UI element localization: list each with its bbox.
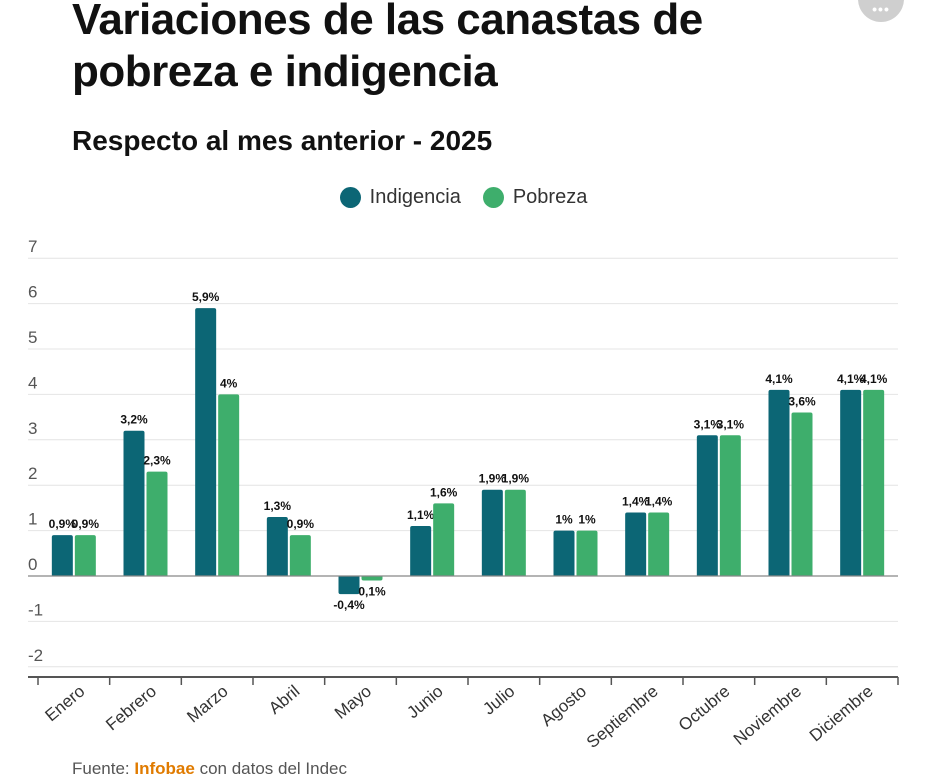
bar-chart: 76543210-1-20,9%0,9%Enero3,2%2,3%Febrero… [28,237,899,752]
data-label-pobreza: 4% [220,376,238,390]
x-tick-label: Mayo [331,682,375,723]
x-tick-label: Julio [479,682,518,719]
data-label-pobreza: 1,6% [430,485,458,499]
y-tick-label: 2 [28,464,37,483]
legend-label-pobreza: Pobreza [512,185,588,208]
bar-indigencia [768,389,790,576]
data-label-indigencia: 5,9% [192,290,220,304]
bar-indigencia [696,435,718,576]
data-label-pobreza: 4,1% [860,372,888,386]
bar-indigencia [840,389,862,576]
data-label-pobreza: 3,6% [788,395,816,409]
legend-label-indigencia: Indigencia [369,185,461,208]
bar-pobreza [504,489,526,576]
x-tick-label: Diciembre [806,682,877,746]
data-label-pobreza: 3,1% [717,417,745,431]
data-label-pobreza: 1% [578,513,596,527]
data-label-indigencia: 1,9% [479,472,507,486]
bar-pobreza [218,394,240,576]
legend-item-pobreza[interactable]: Pobreza [482,185,588,209]
bar-indigencia [481,489,503,576]
bar-pobreza [146,471,168,576]
bar-pobreza [576,530,598,576]
y-tick-label: -2 [28,646,43,665]
data-label-indigencia: 4,1% [765,372,793,386]
bar-pobreza [791,412,813,576]
y-tick-label: 3 [28,419,37,438]
x-tick-label: Noviembre [730,682,805,749]
data-label-indigencia: 1,1% [407,508,435,522]
footer-prefix: Fuente: [72,759,130,778]
more-dots-icon: ••• [872,1,890,17]
legend-item-indigencia[interactable]: Indigencia [339,185,461,209]
chart-legend: Indigencia Pobreza [0,184,927,210]
bar-indigencia [51,535,73,576]
chart-title: Variaciones de las canastas de pobreza e… [72,0,703,96]
bar-indigencia [338,576,360,595]
chart-subtitle: Respecto al mes anterior - 2025 [72,125,493,156]
bar-indigencia [553,530,575,576]
bar-pobreza [648,512,670,576]
y-tick-label: 7 [28,237,37,256]
data-label-indigencia: 0,9% [49,517,77,531]
y-tick-label: 1 [28,510,37,529]
data-label-indigencia: 1,3% [264,499,292,513]
bar-pobreza [433,503,455,576]
menu-button[interactable]: ••• [858,0,904,22]
data-label-pobreza: 0,9% [72,517,100,531]
data-label-pobreza: 0,9% [287,517,315,531]
y-tick-label: 6 [28,283,37,302]
data-label-indigencia: 1% [555,513,573,527]
data-label-pobreza: 1,4% [645,494,673,508]
data-label-indigencia: 3,2% [120,413,148,427]
footer-suffix: con datos del Indec [199,759,348,778]
data-label-pobreza: 0,1% [358,585,386,599]
x-tick-label: Octubre [675,682,734,735]
data-label-pobreza: 1,9% [502,472,530,486]
y-tick-label: 0 [28,555,37,574]
x-tick-label: Marzo [183,682,231,727]
data-label-indigencia: 1,4% [622,494,650,508]
x-tick-label: Agosto [537,682,590,731]
bar-pobreza [863,389,885,576]
data-label-indigencia: 4,1% [837,372,865,386]
x-tick-label: Febrero [102,682,160,735]
y-tick-label: -1 [28,600,43,619]
data-label-indigencia: -0,4% [333,598,365,612]
legend-dot-indigencia [339,186,361,208]
bar-pobreza [361,576,383,581]
bar-pobreza [719,435,741,576]
source-footer: Fuente: Infobae con datos del Indec [72,758,347,780]
x-tick-label: Abril [265,682,303,718]
bar-indigencia [123,430,145,576]
legend-dot-pobreza [482,186,504,208]
bar-indigencia [266,516,288,576]
y-tick-label: 5 [28,328,37,347]
y-tick-label: 4 [28,373,37,392]
x-tick-label: Junio [403,682,446,723]
bar-indigencia [625,512,647,576]
footer-brand[interactable]: Infobae [134,759,195,778]
bar-pobreza [289,535,311,576]
data-label-indigencia: 3,1% [694,417,722,431]
bar-pobreza [74,535,96,576]
x-tick-label: Septiembre [583,682,662,752]
bar-indigencia [410,526,432,576]
data-label-pobreza: 2,3% [143,454,171,468]
x-tick-label: Enero [41,682,88,726]
bar-indigencia [195,308,217,576]
